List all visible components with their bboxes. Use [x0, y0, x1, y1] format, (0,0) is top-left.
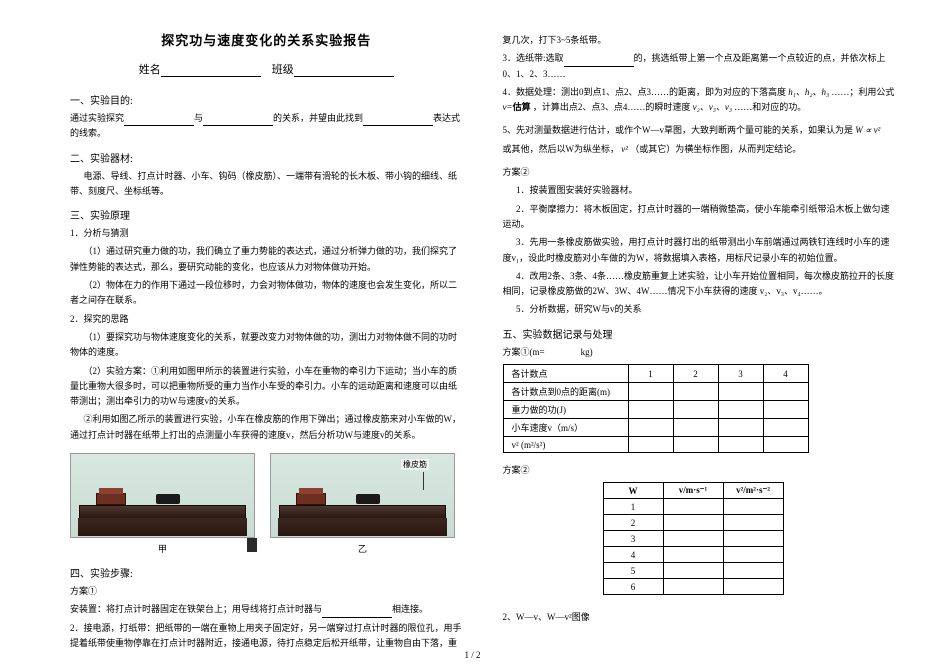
- band-line: [423, 472, 424, 490]
- t1-caption: 方案①(m= kg): [503, 345, 896, 360]
- data-table-1: 各计数点 1 2 3 4 各计数点到0点的距离(m) 重力做的功(J) 小车速度…: [503, 364, 809, 453]
- subtitle-row: 姓名 班级: [70, 61, 463, 77]
- p2-5: 5．分析数据，研究W与v的关系: [503, 302, 896, 317]
- r3: 4．数据处理：测出0到点1、点2、点3……的距离，即为对应的下落高度 h₁、h₂…: [503, 85, 896, 116]
- r1: 复几次，打下3~5条纸带。: [503, 33, 896, 48]
- apparatus-1-wrap: 甲: [70, 453, 255, 555]
- formula-vs: v₂、v₃、v₃: [693, 102, 732, 112]
- s3-2: 2．探究的思路: [70, 312, 463, 327]
- cart-1: [96, 493, 126, 505]
- table-row: 小车速度v（m/s）: [503, 419, 808, 437]
- weight-1: [247, 538, 257, 552]
- formula-h: h₁、h₂、h₃: [788, 87, 829, 97]
- blank-3: [363, 114, 433, 126]
- blank-s4: [322, 606, 392, 618]
- section-1-text: 通过实验探究与的关系，并望由此找到表达式的线索。: [70, 111, 463, 142]
- caption-1: 甲: [70, 542, 255, 555]
- table-row: 5: [603, 563, 783, 579]
- s3-1: 1．分析与猜测: [70, 226, 463, 241]
- apparatus-2-wrap: 橡皮筋 乙: [270, 453, 455, 555]
- block-2: [356, 494, 380, 504]
- formula-v2: v²: [621, 144, 628, 154]
- caption-2: 乙: [270, 542, 455, 555]
- s4-2: 2．接电源，打纸带：把纸带的一端在重物上用夹子固定好，另一端穿过打点计时器的限位…: [70, 621, 463, 652]
- section-2-text: 电源、导线、打点计时器、小车、钩码（橡皮筋）、一端带有滑轮的长木板、带小钩的细线…: [70, 169, 463, 200]
- s3-2c: ②利用如图乙所示的装置进行实验，小车在橡皮筋的作用下弹出；通过橡皮筋来对小车做的…: [70, 412, 463, 443]
- table-row: 2: [603, 515, 783, 531]
- formula-wv2: W ∝ v²: [855, 125, 880, 135]
- table-row: 4: [603, 547, 783, 563]
- blank-r2: [564, 55, 634, 67]
- p2-2: 2．平衡摩擦力：将木板固定，打点计时器的一端稍微垫高，使小车能牵引纸带沿木板上做…: [503, 202, 896, 233]
- t2-caption: 方案②: [503, 463, 896, 478]
- r2: 3．选纸带:选取的，挑选纸带上第一个点及距离第一个点较近的点，并依次标上0、1、…: [503, 51, 896, 82]
- plan2-head: 方案②: [503, 165, 896, 180]
- bottom-text: 2、W—v、W—v²图像: [503, 610, 896, 625]
- p2-3: 3．先用一条橡皮筋做实验，用打点计时器打出的纸带测出小车前端通过两铁钉连线时小车…: [503, 235, 896, 266]
- class-label: 班级: [272, 64, 294, 76]
- section-2-head: 二、实验器材:: [70, 150, 463, 165]
- experiment-images: 甲 橡皮筋 乙: [70, 453, 463, 555]
- name-blank: [161, 65, 261, 77]
- page-number: 1 / 2: [0, 650, 945, 660]
- blank-1: [124, 114, 194, 126]
- table-row: 1: [603, 499, 783, 515]
- name-label: 姓名: [139, 64, 161, 76]
- table-row: v² (m²/s²): [503, 437, 808, 453]
- section-5-head: 五、实验数据记录与处理: [503, 326, 896, 341]
- t1-r1: 各计数点: [503, 365, 628, 383]
- s3-2a: （1）要探究功与物体速度变化的关系，就要改变力对物体做的功，测出力对物体做不同的…: [70, 330, 463, 361]
- table-row: 重力做的功(J): [503, 401, 808, 419]
- block-1: [156, 494, 180, 504]
- p2-4: 4．改用2条、3条、4条……橡皮筋重复上述实验，让小车开始位置相同，每次橡皮筋拉…: [503, 269, 896, 300]
- track-1: [79, 505, 246, 519]
- right-column: 复几次，打下3~5条纸带。 3．选纸带:选取的，挑选纸带上第一个点及距离第一个点…: [483, 30, 906, 653]
- band-label: 橡皮筋: [401, 459, 429, 470]
- s3-1a: （1）通过研究重力做的功，我们确立了重力势能的表达式，通过分析弹力做的功，我们探…: [70, 244, 463, 275]
- s3-2b: （2）实验方案：①利用如图甲所示的装置进行实验，小车在重物的牵引力下运动；当小车…: [70, 364, 463, 410]
- left-column: 探究功与速度变化的关系实验报告 姓名 班级 一、实验目的: 通过实验探究与的关系…: [60, 30, 483, 653]
- table-row: 各计数点到0点的距离(m): [503, 383, 808, 401]
- s4-plan1: 方案①: [70, 584, 463, 599]
- class-blank: [294, 65, 394, 77]
- cart-2: [296, 493, 326, 505]
- s4-1: 安装置：将打点计时器固定在铁架台上；用导线将打点计时器与相连接。: [70, 602, 463, 617]
- section-4-head: 四、实验步骤:: [70, 565, 463, 580]
- table-row: W v/m·s⁻¹ v²/m²·s⁻²: [603, 483, 783, 499]
- s3-1b: （2）物体在力的作用下通过一段位移时，力会对物体做功，物体的速度也会发生变化，所…: [70, 278, 463, 309]
- table-row: 各计数点 1 2 3 4: [503, 365, 808, 383]
- table-row: 6: [603, 579, 783, 595]
- blank-2: [203, 114, 273, 126]
- apparatus-2: 橡皮筋: [270, 453, 455, 538]
- document-title: 探究功与速度变化的关系实验报告: [70, 30, 463, 49]
- track-2: [279, 505, 446, 519]
- section-1-head: 一、实验目的:: [70, 92, 463, 107]
- apparatus-1: [70, 453, 255, 538]
- section-3-head: 三、实验原理: [70, 207, 463, 222]
- table-row: 3: [603, 531, 783, 547]
- data-table-2: W v/m·s⁻¹ v²/m²·s⁻² 1 2 3 4 5 6: [603, 482, 784, 595]
- r4b: 或其他，然后以W为纵坐标， v² （或其它）为横坐标作图，从而判定结论。: [503, 142, 896, 157]
- r4: 5、先对测量数据进行估计，或作个W—v草图，大致判断两个量可能的关系，如果认为是…: [503, 123, 896, 138]
- p2-1: 1．按装置图安装好实验器材。: [503, 183, 896, 198]
